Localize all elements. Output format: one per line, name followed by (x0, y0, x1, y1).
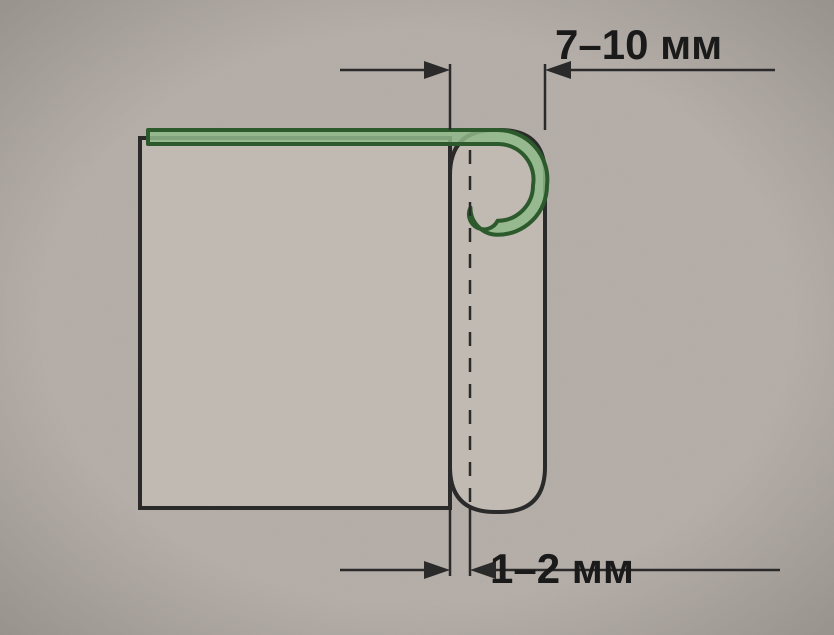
dimension-label-top: 7–10 мм (555, 21, 722, 68)
fabric-body (140, 138, 450, 508)
rolled-edge (450, 130, 545, 512)
diagram-canvas: 7–10 мм 1–2 мм (0, 0, 834, 635)
dimension-label-bottom: 1–2 мм (490, 545, 634, 592)
